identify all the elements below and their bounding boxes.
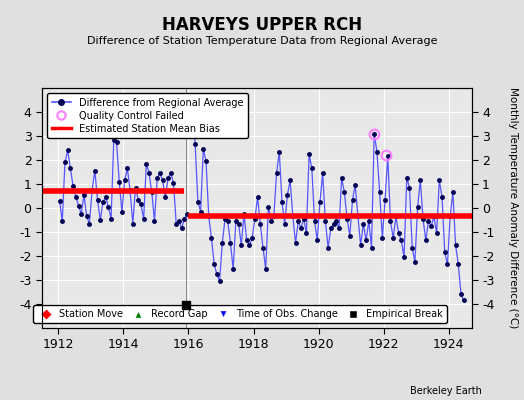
Legend: Station Move, Record Gap, Time of Obs. Change, Empirical Break: Station Move, Record Gap, Time of Obs. C…: [32, 305, 446, 323]
Text: Berkeley Earth: Berkeley Earth: [410, 386, 482, 396]
Text: HARVEYS UPPER RCH: HARVEYS UPPER RCH: [162, 16, 362, 34]
Text: Difference of Station Temperature Data from Regional Average: Difference of Station Temperature Data f…: [87, 36, 437, 46]
Y-axis label: Monthly Temperature Anomaly Difference (°C): Monthly Temperature Anomaly Difference (…: [508, 87, 518, 329]
